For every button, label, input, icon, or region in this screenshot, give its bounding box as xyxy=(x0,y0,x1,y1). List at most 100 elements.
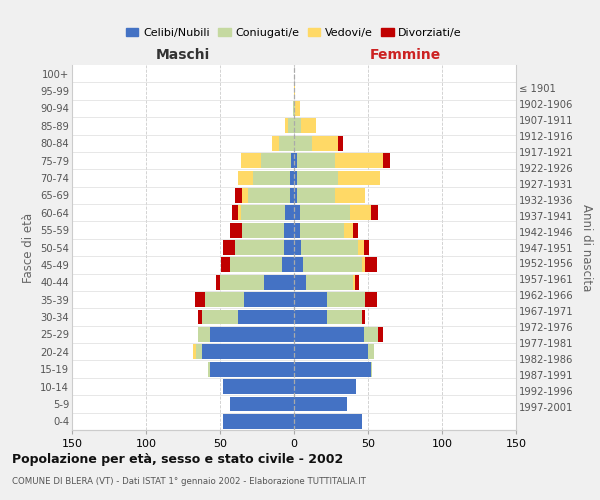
Bar xyxy=(196,344,202,359)
Bar xyxy=(202,310,238,324)
Bar xyxy=(215,275,220,289)
Bar xyxy=(242,222,284,238)
Bar xyxy=(294,222,300,238)
Bar xyxy=(294,118,301,133)
Y-axis label: Fasce di età: Fasce di età xyxy=(22,212,35,282)
Bar xyxy=(288,118,294,133)
Bar xyxy=(335,188,365,202)
Bar xyxy=(220,275,265,289)
Bar xyxy=(294,153,297,168)
Bar xyxy=(294,310,326,324)
Bar xyxy=(353,275,355,289)
Bar xyxy=(362,310,365,324)
Bar xyxy=(235,188,242,202)
Bar xyxy=(242,188,248,202)
Bar xyxy=(205,292,244,307)
Bar xyxy=(294,258,303,272)
Bar xyxy=(253,170,290,186)
Y-axis label: Anni di nascita: Anni di nascita xyxy=(580,204,593,291)
Bar xyxy=(326,292,365,307)
Bar xyxy=(282,258,294,272)
Bar xyxy=(195,292,205,307)
Bar xyxy=(297,170,338,186)
Bar xyxy=(300,222,344,238)
Text: Maschi: Maschi xyxy=(156,48,210,62)
Bar xyxy=(238,310,294,324)
Bar xyxy=(294,379,356,394)
Bar xyxy=(379,327,383,342)
Bar xyxy=(358,240,364,255)
Bar xyxy=(279,136,294,150)
Bar xyxy=(209,362,294,376)
Bar xyxy=(294,101,295,116)
Bar xyxy=(362,258,365,272)
Bar xyxy=(365,258,377,272)
Bar xyxy=(303,258,362,272)
Bar xyxy=(338,170,380,186)
Bar xyxy=(223,414,294,428)
Bar xyxy=(293,101,294,116)
Bar xyxy=(368,344,374,359)
Bar xyxy=(295,101,300,116)
Bar xyxy=(294,327,364,342)
Bar xyxy=(301,240,358,255)
Bar xyxy=(209,327,294,342)
Bar xyxy=(350,206,371,220)
Bar xyxy=(244,292,294,307)
Bar xyxy=(230,222,242,238)
Bar xyxy=(241,153,262,168)
Bar xyxy=(294,344,368,359)
Bar xyxy=(326,310,362,324)
Bar xyxy=(198,310,202,324)
Bar xyxy=(294,362,371,376)
Bar xyxy=(223,240,235,255)
Bar xyxy=(294,188,297,202)
Bar xyxy=(294,275,306,289)
Bar xyxy=(294,396,347,411)
Bar xyxy=(338,136,343,150)
Bar xyxy=(238,170,253,186)
Bar xyxy=(284,222,294,238)
Bar xyxy=(235,240,284,255)
Bar xyxy=(208,362,209,376)
Bar xyxy=(223,379,294,394)
Bar xyxy=(238,206,241,220)
Bar xyxy=(355,275,359,289)
Bar xyxy=(248,188,290,202)
Bar xyxy=(290,170,294,186)
Bar xyxy=(383,153,390,168)
Bar xyxy=(294,292,326,307)
Bar xyxy=(300,206,350,220)
Bar xyxy=(232,206,238,220)
Bar xyxy=(297,153,335,168)
Bar xyxy=(353,222,358,238)
Bar xyxy=(365,292,377,307)
Bar xyxy=(285,118,288,133)
Bar xyxy=(290,188,294,202)
Bar xyxy=(291,153,294,168)
Bar xyxy=(294,240,301,255)
Bar xyxy=(284,240,294,255)
Bar xyxy=(306,275,353,289)
Bar xyxy=(335,153,383,168)
Bar xyxy=(294,206,300,220)
Bar xyxy=(364,327,379,342)
Bar xyxy=(202,344,294,359)
Bar xyxy=(285,206,294,220)
Bar xyxy=(364,240,370,255)
Bar xyxy=(297,188,335,202)
Bar xyxy=(198,327,209,342)
Text: COMUNE DI BLERA (VT) - Dati ISTAT 1° gennaio 2002 - Elaborazione TUTTITALIA.IT: COMUNE DI BLERA (VT) - Dati ISTAT 1° gen… xyxy=(12,478,366,486)
Bar xyxy=(262,153,291,168)
Legend: Celibi/Nubili, Coniugati/e, Vedovi/e, Divorziati/e: Celibi/Nubili, Coniugati/e, Vedovi/e, Di… xyxy=(122,23,466,42)
Bar xyxy=(241,206,285,220)
Bar xyxy=(294,170,297,186)
Bar xyxy=(265,275,294,289)
Bar xyxy=(312,136,338,150)
Bar xyxy=(294,136,312,150)
Text: Femmine: Femmine xyxy=(370,48,440,62)
Bar xyxy=(344,222,353,238)
Bar xyxy=(371,206,379,220)
Bar xyxy=(371,362,373,376)
Text: Popolazione per età, sesso e stato civile - 2002: Popolazione per età, sesso e stato civil… xyxy=(12,452,343,466)
